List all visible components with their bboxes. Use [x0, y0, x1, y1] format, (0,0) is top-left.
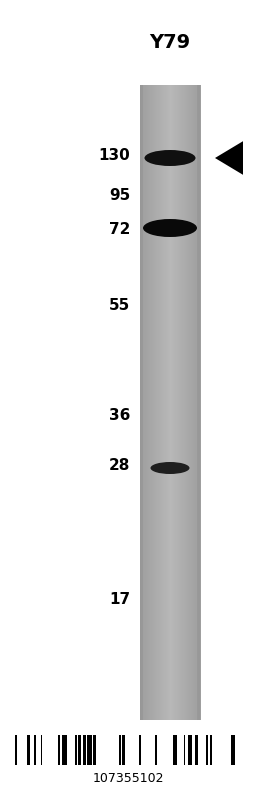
Bar [27, 735, 30, 765]
Bar [173, 85, 175, 720]
Text: 107355102: 107355102 [92, 771, 164, 785]
Bar [149, 85, 151, 720]
Bar [182, 85, 184, 720]
Bar [62, 735, 67, 765]
Bar [173, 735, 177, 765]
Bar [40, 735, 42, 765]
Text: 28: 28 [109, 458, 130, 473]
Bar [198, 85, 199, 720]
Bar [179, 85, 180, 720]
Bar [188, 85, 189, 720]
Bar [184, 735, 185, 765]
Bar [156, 85, 157, 720]
Bar [172, 85, 174, 720]
Bar [183, 85, 185, 720]
Bar [145, 85, 146, 720]
Bar [186, 85, 187, 720]
Bar [185, 85, 187, 720]
Polygon shape [215, 141, 243, 174]
Bar [139, 735, 141, 765]
Bar [152, 85, 154, 720]
Bar [160, 85, 162, 720]
Bar [168, 85, 169, 720]
Bar [187, 85, 188, 720]
Bar [177, 85, 178, 720]
Bar [153, 85, 155, 720]
Bar [140, 85, 143, 720]
Bar [15, 735, 17, 765]
Bar [230, 735, 235, 765]
Bar [196, 85, 197, 720]
Bar [140, 85, 142, 720]
Bar [78, 735, 81, 765]
Bar [34, 735, 36, 765]
Text: Y79: Y79 [150, 33, 190, 51]
Bar [74, 735, 77, 765]
Bar [195, 735, 197, 765]
Bar [158, 85, 159, 720]
Bar [147, 85, 148, 720]
Text: 17: 17 [109, 593, 130, 607]
Ellipse shape [151, 462, 189, 474]
Text: 130: 130 [98, 147, 130, 162]
Bar [141, 85, 143, 720]
Bar [155, 735, 156, 765]
Bar [194, 85, 196, 720]
Bar [171, 85, 173, 720]
Bar [189, 85, 190, 720]
Bar [197, 85, 198, 720]
Text: 55: 55 [109, 298, 130, 313]
Bar [176, 85, 177, 720]
Text: 72: 72 [109, 222, 130, 238]
Text: 95: 95 [109, 187, 130, 202]
Bar [148, 85, 150, 720]
Ellipse shape [143, 219, 197, 237]
Bar [174, 85, 176, 720]
Bar [167, 85, 168, 720]
Bar [146, 85, 147, 720]
Bar [162, 85, 164, 720]
Bar [93, 735, 96, 765]
Bar [165, 85, 166, 720]
Bar [143, 85, 144, 720]
Bar [175, 85, 176, 720]
Bar [210, 735, 211, 765]
Bar [199, 85, 200, 720]
Bar [155, 85, 156, 720]
Text: 36: 36 [109, 407, 130, 422]
Bar [206, 735, 208, 765]
Bar [164, 85, 165, 720]
Bar [193, 85, 195, 720]
Bar [151, 85, 153, 720]
Bar [161, 85, 163, 720]
Ellipse shape [144, 150, 196, 166]
Bar [142, 85, 144, 720]
Bar [169, 85, 170, 720]
Bar [119, 735, 121, 765]
Bar [144, 85, 145, 720]
Bar [87, 735, 91, 765]
Bar [82, 735, 86, 765]
Bar [190, 85, 191, 720]
Bar [154, 85, 155, 720]
Bar [191, 85, 193, 720]
Bar [184, 85, 186, 720]
Bar [197, 85, 200, 720]
Bar [58, 735, 59, 765]
Bar [150, 85, 152, 720]
Bar [178, 85, 179, 720]
Bar [195, 85, 197, 720]
Bar [159, 85, 161, 720]
Bar [166, 85, 167, 720]
Bar [157, 85, 158, 720]
Bar [163, 85, 165, 720]
Bar [187, 735, 192, 765]
Bar [170, 85, 172, 720]
Bar [122, 735, 125, 765]
Bar [192, 85, 194, 720]
Bar [181, 85, 183, 720]
Bar [180, 85, 182, 720]
